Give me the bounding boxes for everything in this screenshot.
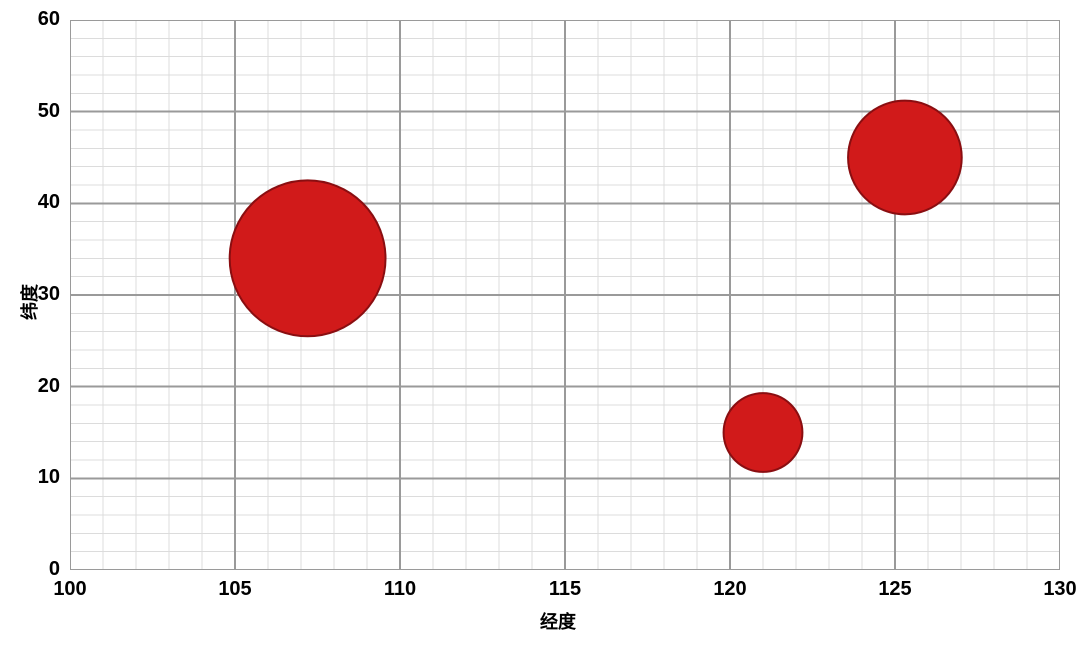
bubble-chart: 纬度 经度 1001051101151201251300102030405060 [0,0,1080,655]
bubble-point [230,180,386,336]
x-tick-label: 130 [1040,578,1080,601]
y-tick-label: 10 [38,466,60,489]
y-tick-label: 40 [38,191,60,214]
plot-svg [70,20,1060,570]
x-tick-label: 120 [710,578,750,601]
y-tick-label: 0 [49,558,60,581]
x-tick-label: 125 [875,578,915,601]
y-tick-label: 50 [38,100,60,123]
bubble-point [848,101,962,215]
y-tick-label: 60 [38,8,60,31]
x-axis-title: 经度 [540,608,576,634]
bubble-point [724,393,803,472]
x-tick-label: 115 [545,578,585,601]
x-tick-label: 100 [50,578,90,601]
x-tick-label: 105 [215,578,255,601]
y-tick-label: 30 [38,283,60,306]
x-tick-label: 110 [380,578,420,601]
y-tick-label: 20 [38,375,60,398]
plot-area [70,20,1060,570]
